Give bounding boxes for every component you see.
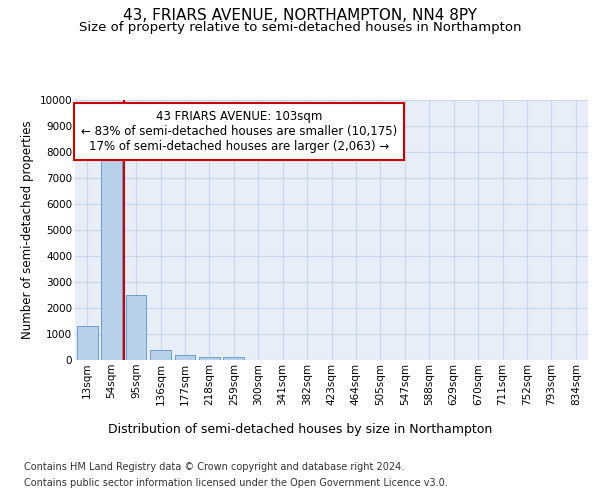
Bar — [125, 295, 146, 360]
Text: Contains public sector information licensed under the Open Government Licence v3: Contains public sector information licen… — [24, 478, 448, 488]
Text: 43 FRIARS AVENUE: 103sqm
← 83% of semi-detached houses are smaller (10,175)
17% : 43 FRIARS AVENUE: 103sqm ← 83% of semi-d… — [81, 110, 397, 154]
Text: Distribution of semi-detached houses by size in Northampton: Distribution of semi-detached houses by … — [108, 422, 492, 436]
Bar — [223, 358, 244, 360]
Bar — [199, 358, 220, 360]
Text: Size of property relative to semi-detached houses in Northampton: Size of property relative to semi-detach… — [79, 21, 521, 34]
Text: 43, FRIARS AVENUE, NORTHAMPTON, NN4 8PY: 43, FRIARS AVENUE, NORTHAMPTON, NN4 8PY — [123, 8, 477, 22]
Bar — [77, 326, 98, 360]
Bar — [175, 356, 196, 360]
Text: Contains HM Land Registry data © Crown copyright and database right 2024.: Contains HM Land Registry data © Crown c… — [24, 462, 404, 472]
Bar — [150, 350, 171, 360]
Bar — [101, 152, 122, 360]
Y-axis label: Number of semi-detached properties: Number of semi-detached properties — [21, 120, 34, 340]
